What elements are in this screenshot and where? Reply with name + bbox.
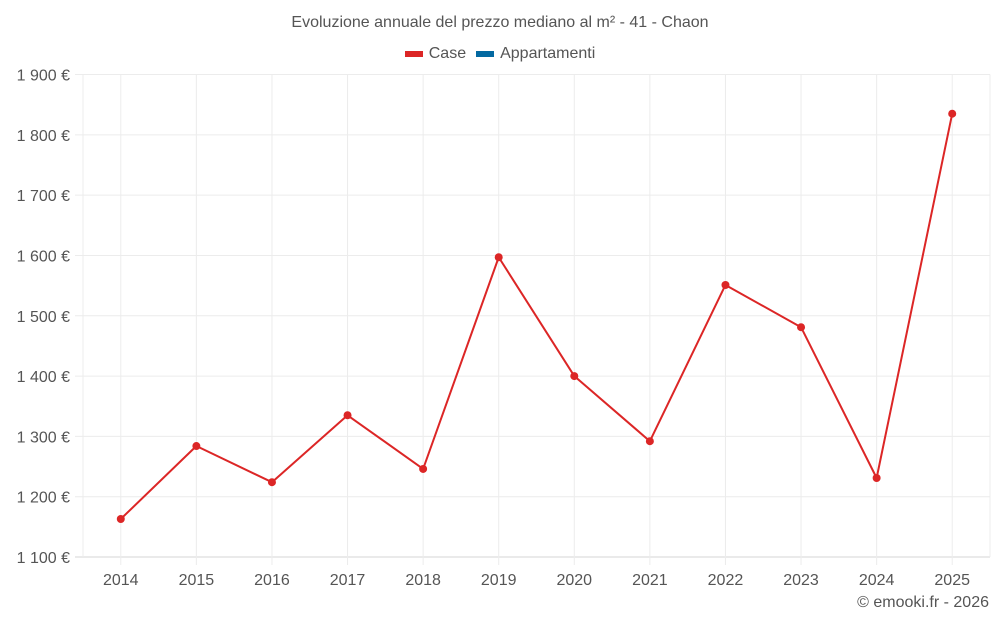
y-axis: 1 100 € 1 200 € 1 300 € 1 400 € 1 500 € 1 600… [17, 68, 70, 568]
legend-label-appartamenti: Appartamenti [500, 45, 596, 62]
legend-item-appartamenti[interactable]: Appartamenti [476, 45, 595, 63]
y-tick-label: 1 200 € [17, 490, 70, 507]
x-tick-label: 2020 [556, 572, 592, 589]
y-tick-label: 1 100 € [17, 550, 70, 567]
data-point[interactable] [267, 478, 276, 487]
legend-swatch-case [404, 51, 423, 57]
x-tick-label: 2018 [405, 572, 441, 589]
x-tick-label: 2025 [934, 572, 970, 589]
data-point[interactable] [494, 253, 503, 262]
data-point[interactable] [645, 437, 654, 446]
y-tick-label: 1 500 € [17, 309, 70, 326]
x-tick-label: 2015 [179, 572, 215, 589]
data-point[interactable] [948, 109, 957, 118]
x-tick-label: 2016 [254, 572, 290, 589]
legend: Case Appartamenti [0, 45, 1000, 63]
data-point[interactable] [343, 411, 352, 420]
y-tick-label: 1 900 € [17, 68, 70, 85]
x-tick-label: 2023 [783, 572, 819, 589]
data-point[interactable] [116, 515, 125, 524]
x-tick-label: 2024 [859, 572, 895, 589]
y-tick-label: 1 400 € [17, 369, 70, 386]
data-point[interactable] [797, 323, 806, 332]
data-point[interactable] [872, 473, 881, 482]
x-tick-label: 2021 [632, 572, 668, 589]
data-point[interactable] [570, 372, 579, 381]
x-tick-label: 2014 [103, 572, 139, 589]
x-tick-label: 2019 [481, 572, 517, 589]
x-axis: 2014 2015 2016 2017 2018 2019 2020 2021 2022 2023… [103, 572, 970, 589]
y-tick-label: 1 300 € [17, 429, 70, 446]
grid-lines [75, 74, 991, 565]
y-tick-label: 1 700 € [17, 188, 70, 205]
data-point[interactable] [192, 442, 201, 451]
legend-item-case[interactable]: Case [404, 45, 467, 63]
data-point[interactable] [721, 280, 730, 289]
x-tick-label: 2022 [708, 572, 744, 589]
legend-label-case: Case [428, 45, 467, 62]
y-tick-label: 1 600 € [17, 248, 70, 265]
y-tick-label: 1 800 € [17, 128, 70, 145]
legend-swatch-appartamenti [476, 51, 495, 57]
chart-title: Evoluzione annuale del prezzo mediano al… [291, 14, 709, 31]
credit-text: © emooki.fr - 2026 [857, 594, 989, 611]
series-case [116, 109, 957, 524]
x-tick-label: 2017 [330, 572, 366, 589]
data-point[interactable] [419, 464, 428, 473]
